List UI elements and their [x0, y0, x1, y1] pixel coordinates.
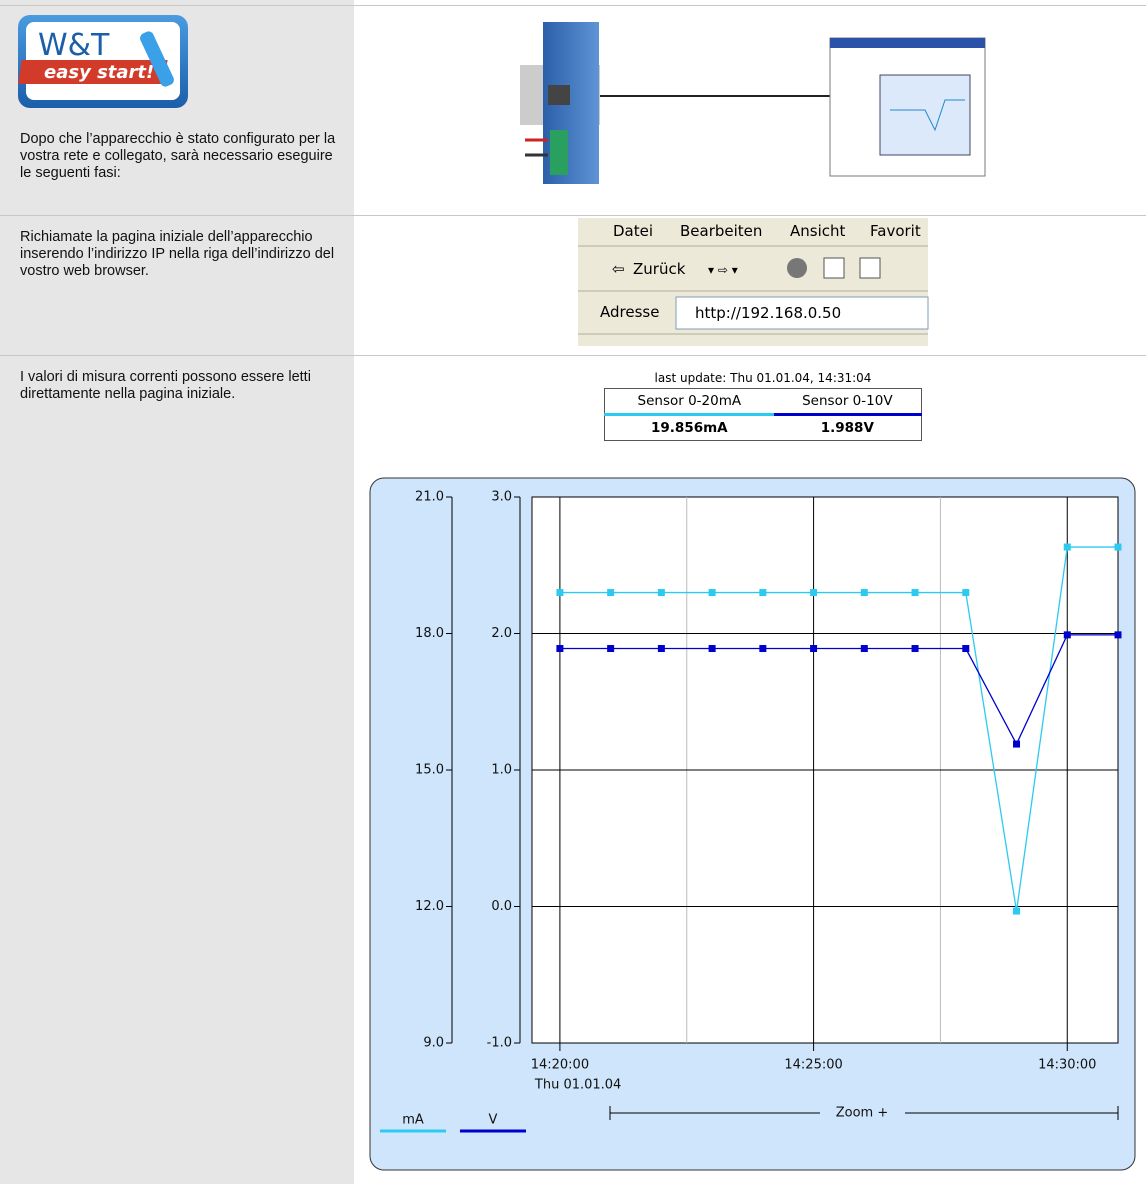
screen-titlebar — [830, 38, 985, 48]
data-point — [607, 589, 615, 597]
data-point — [1063, 543, 1071, 551]
address-label: Adresse — [600, 303, 659, 321]
sensor-reading: 19.856mA — [651, 420, 728, 436]
step-text: Richiamate la pagina iniziale dell’appar… — [20, 229, 335, 279]
address-field[interactable] — [675, 296, 929, 330]
data-point — [911, 589, 919, 597]
logo-cable — [140, 31, 174, 87]
x-tick-label: 14:30:00 — [1038, 1058, 1096, 1073]
y-tick-label: 18.0 — [415, 626, 444, 641]
data-point — [962, 645, 970, 653]
logo-band — [18, 60, 168, 84]
screen-chart — [879, 74, 971, 156]
data-point — [810, 645, 818, 653]
data-point — [708, 645, 716, 653]
y2-tick-label: 1.0 — [491, 763, 512, 778]
last-update: last update: Thu 01.01.04, 14:31:04 — [654, 371, 872, 385]
y2-tick-label: 3.0 — [491, 490, 512, 505]
data-point — [962, 589, 970, 597]
device-port — [548, 85, 570, 105]
dropdown[interactable]: ▾ ⇨ ▾ — [708, 263, 738, 277]
step-text: I valori di misura correnti possono esse… — [20, 369, 311, 402]
data-point — [759, 645, 767, 653]
data-point — [759, 589, 767, 597]
menu-item[interactable]: Datei — [613, 222, 653, 240]
data-point — [860, 645, 868, 653]
data-point — [708, 589, 716, 597]
back-button[interactable]: Zurück — [633, 260, 686, 278]
series-line — [559, 546, 1118, 912]
y2-tick-label: 0.0 — [491, 899, 512, 914]
y2-tick-label: -1.0 — [487, 1036, 512, 1051]
legend-label: mA — [402, 1113, 424, 1128]
y2-tick-label: 2.0 — [491, 626, 512, 641]
row-divider — [0, 5, 1146, 6]
y-tick-label: 21.0 — [415, 490, 444, 505]
screen-chart-line — [890, 99, 965, 132]
data-point — [607, 645, 615, 653]
sensor-reading: 1.988V — [820, 420, 874, 436]
home-button[interactable] — [859, 257, 881, 279]
device-terminal — [550, 130, 568, 175]
data-point — [1114, 543, 1122, 551]
data-point — [1063, 631, 1071, 639]
logo-tagline: easy start! — [44, 62, 154, 83]
menu-item[interactable]: Bearbeiten — [680, 222, 762, 240]
step-text: Dopo che l’apparecchio è stato configura… — [20, 131, 336, 181]
data-point — [556, 645, 564, 653]
y-tick-label: 12.0 — [415, 899, 444, 914]
y-tick-label: 15.0 — [415, 763, 444, 778]
left-column — [0, 0, 354, 1184]
sensor-header: Sensor 0-10V — [773, 388, 922, 416]
x-date-label: Thu 01.01.04 — [534, 1078, 621, 1093]
data-point — [1114, 631, 1122, 639]
row-divider — [0, 215, 1146, 216]
logo-brand: W&T — [38, 28, 110, 63]
stop-button[interactable] — [787, 258, 807, 278]
data-point — [556, 589, 564, 597]
data-point — [911, 645, 919, 653]
refresh-button[interactable] — [823, 257, 845, 279]
data-point — [657, 589, 665, 597]
address-url[interactable]: http://192.168.0.50 — [695, 304, 841, 322]
back-arrow[interactable]: ⇦ — [612, 260, 625, 278]
x-tick-label: 14:25:00 — [784, 1058, 842, 1073]
legend-label: V — [489, 1113, 498, 1128]
series-line — [559, 634, 1118, 746]
y-tick-label: 9.0 — [423, 1036, 444, 1051]
row-divider — [0, 355, 1146, 356]
sensor-table: Sensor 0-20mA Sensor 0-10V 19.856mA 1.98… — [604, 388, 922, 441]
data-point — [1013, 907, 1021, 915]
data-point — [860, 589, 868, 597]
data-point — [657, 645, 665, 653]
menu-item[interactable]: Favorit — [870, 222, 921, 240]
data-point — [1013, 740, 1021, 748]
x-tick-label: 14:20:00 — [531, 1058, 589, 1073]
sensor-status: last update: Thu 01.01.04, 14:31:04 Sens… — [604, 368, 922, 441]
sensor-header: Sensor 0-20mA — [604, 388, 774, 416]
menu-item[interactable]: Ansicht — [790, 222, 846, 240]
zoom-button[interactable]: Zoom + — [836, 1106, 889, 1121]
data-point — [810, 589, 818, 597]
